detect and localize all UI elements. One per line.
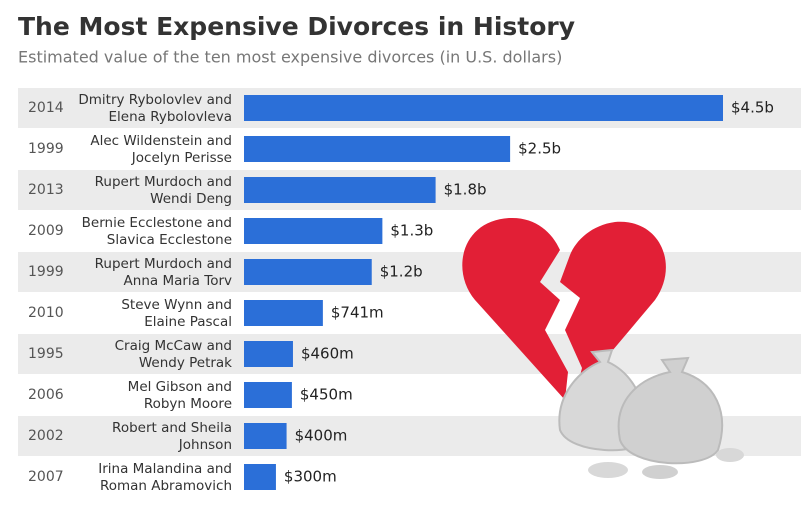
category-label: Johnson	[178, 437, 232, 453]
year-label: 2002	[28, 428, 64, 444]
year-label: 1999	[28, 141, 64, 157]
bar	[244, 259, 372, 285]
year-label: 2009	[28, 223, 64, 239]
category-label: Alec Wildenstein and	[90, 133, 232, 149]
bar	[244, 177, 436, 203]
category-label: Robyn Moore	[144, 396, 232, 412]
category-label: Roman Abramovich	[100, 478, 232, 494]
category-label: Irina Malandina and	[98, 461, 232, 477]
value-label: $400m	[295, 427, 348, 445]
value-label: $1.8b	[444, 181, 487, 199]
category-label: Dmitry Rybolovlev and	[78, 92, 232, 108]
category-label: Bernie Ecclestone and	[82, 215, 232, 231]
value-label: $300m	[284, 468, 337, 486]
bar	[244, 218, 383, 244]
category-label: Elena Rybolovleva	[109, 109, 232, 125]
value-label: $1.3b	[390, 222, 433, 240]
year-label: 2010	[28, 305, 64, 321]
value-label: $1.2b	[380, 263, 423, 281]
bar	[244, 136, 511, 162]
category-label: Rupert Murdoch and	[95, 256, 232, 272]
bar	[244, 341, 293, 367]
chart-title: The Most Expensive Divorces in History	[18, 12, 575, 41]
broken-heart-illustration	[462, 217, 744, 479]
value-label: $4.5b	[731, 99, 774, 117]
bar	[244, 95, 723, 121]
bar	[244, 464, 276, 490]
year-label: 1999	[28, 264, 64, 280]
row-band	[18, 252, 801, 292]
value-label: $2.5b	[518, 140, 561, 158]
value-label: $450m	[300, 386, 353, 404]
year-label: 2014	[28, 100, 64, 116]
chart-subtitle: Estimated value of the ten most expensiv…	[18, 48, 562, 67]
value-label: $460m	[301, 345, 354, 363]
category-label: Wendy Petrak	[139, 355, 232, 371]
bar	[244, 382, 292, 408]
category-label: Rupert Murdoch and	[95, 174, 232, 190]
category-label: Anna Maria Torv	[124, 273, 232, 289]
bar	[244, 300, 323, 326]
year-label: 2006	[28, 387, 64, 403]
category-label: Jocelyn Perisse	[131, 150, 232, 166]
category-label: Wendi Deng	[150, 191, 232, 207]
category-label: Robert and Sheila	[112, 420, 232, 436]
year-label: 2007	[28, 469, 64, 485]
category-label: Mel Gibson and	[128, 379, 232, 395]
category-label: Elaine Pascal	[144, 314, 232, 330]
bar	[244, 423, 287, 449]
category-label: Craig McCaw and	[115, 338, 232, 354]
value-label: $741m	[331, 304, 384, 322]
year-label: 2013	[28, 182, 64, 198]
category-label: Slavica Ecclestone	[107, 232, 232, 248]
category-label: Steve Wynn and	[121, 297, 232, 313]
year-label: 1995	[28, 346, 64, 362]
